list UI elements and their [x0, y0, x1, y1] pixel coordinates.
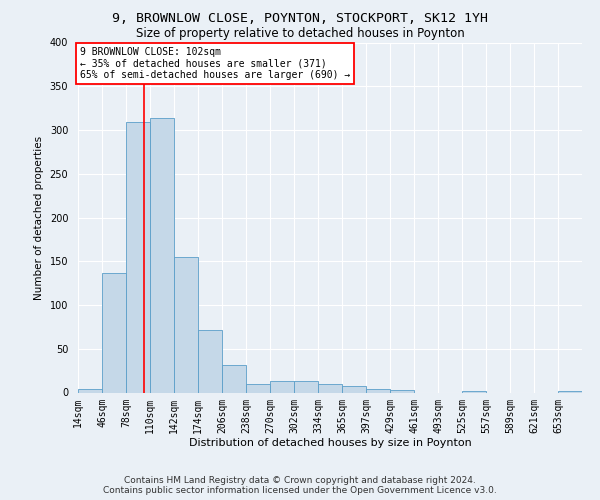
Bar: [174, 257, 198, 392]
Text: Contains public sector information licensed under the Open Government Licence v3: Contains public sector information licen…: [103, 486, 497, 495]
Bar: [390, 390, 414, 392]
Bar: [342, 386, 366, 392]
Text: 9, BROWNLOW CLOSE, POYNTON, STOCKPORT, SK12 1YH: 9, BROWNLOW CLOSE, POYNTON, STOCKPORT, S…: [112, 12, 488, 26]
Bar: [558, 391, 582, 392]
Bar: [366, 389, 390, 392]
Bar: [294, 381, 318, 392]
Bar: [222, 364, 246, 392]
Bar: [318, 384, 342, 392]
Bar: [78, 389, 102, 392]
X-axis label: Distribution of detached houses by size in Poynton: Distribution of detached houses by size …: [188, 438, 472, 448]
Bar: [150, 118, 174, 392]
Bar: [270, 381, 294, 392]
Bar: [198, 330, 222, 392]
Bar: [246, 384, 270, 392]
Text: 9 BROWNLOW CLOSE: 102sqm
← 35% of detached houses are smaller (371)
65% of semi-: 9 BROWNLOW CLOSE: 102sqm ← 35% of detach…: [79, 47, 350, 80]
Text: Contains HM Land Registry data © Crown copyright and database right 2024.: Contains HM Land Registry data © Crown c…: [124, 476, 476, 485]
Bar: [102, 272, 126, 392]
Bar: [126, 122, 150, 392]
Y-axis label: Number of detached properties: Number of detached properties: [34, 136, 44, 300]
Text: Size of property relative to detached houses in Poynton: Size of property relative to detached ho…: [136, 28, 464, 40]
Bar: [462, 391, 486, 392]
